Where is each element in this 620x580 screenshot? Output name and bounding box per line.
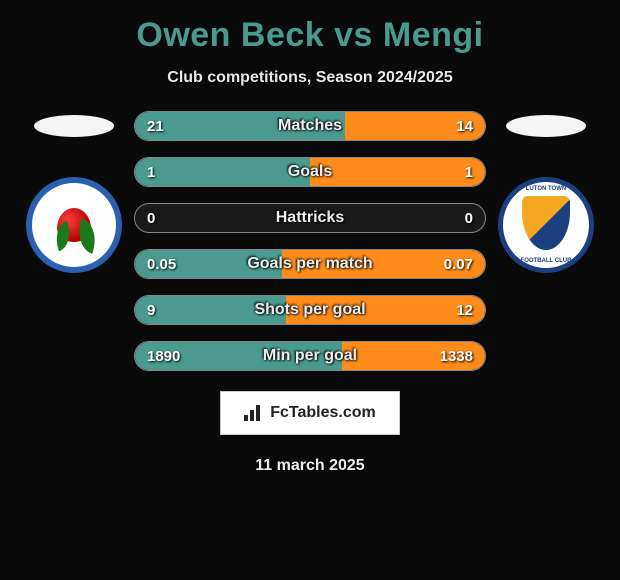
stat-bar: 2114Matches xyxy=(134,111,486,141)
right-team-crest: LUTON TOWN FOOTBALL CLUB xyxy=(498,177,594,273)
right-team-col: LUTON TOWN FOOTBALL CLUB xyxy=(486,111,606,273)
left-flag-placeholder xyxy=(34,115,114,137)
bar-chart-icon xyxy=(244,405,264,421)
right-flag-placeholder xyxy=(506,115,586,137)
main-row: 2114Matches 11Goals 00Hattricks 0.050.07Goa… xyxy=(0,111,620,371)
left-team-col xyxy=(14,111,134,273)
stat-label: Goals per match xyxy=(135,255,485,273)
source-badge[interactable]: FcTables.com xyxy=(220,391,400,435)
stat-bar: 11Goals xyxy=(134,157,486,187)
crest-text-top: LUTON TOWN xyxy=(526,186,566,192)
stat-label: Hattricks xyxy=(135,209,485,227)
shield-icon xyxy=(522,196,570,250)
stat-bar: 18901338Min per goal xyxy=(134,341,486,371)
page-title: Owen Beck vs Mengi xyxy=(136,16,483,55)
stat-label: Matches xyxy=(135,117,485,135)
date-line: 11 march 2025 xyxy=(255,457,364,475)
comparison-card: Owen Beck vs Mengi Club competitions, Se… xyxy=(0,0,620,475)
left-team-crest xyxy=(26,177,122,273)
stat-bar: 0.050.07Goals per match xyxy=(134,249,486,279)
stats-column: 2114Matches 11Goals 00Hattricks 0.050.07Goa… xyxy=(134,111,486,371)
stat-label: Min per goal xyxy=(135,347,485,365)
stat-bar: 00Hattricks xyxy=(134,203,486,233)
stat-label: Shots per goal xyxy=(135,301,485,319)
crest-text-bottom: FOOTBALL CLUB xyxy=(521,258,572,264)
source-badge-text: FcTables.com xyxy=(270,404,376,422)
subtitle: Club competitions, Season 2024/2025 xyxy=(167,69,452,87)
stat-label: Goals xyxy=(135,163,485,181)
stat-bar: 912Shots per goal xyxy=(134,295,486,325)
